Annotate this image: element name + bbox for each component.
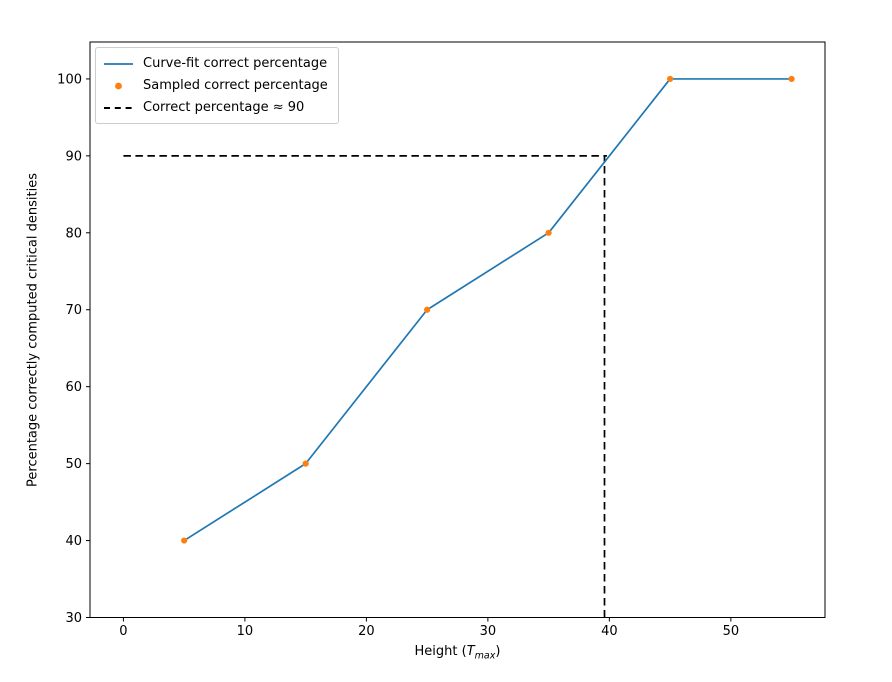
legend-item: Curve-fit correct percentage bbox=[103, 54, 328, 73]
x-tick-label: 10 bbox=[237, 624, 254, 639]
x-tick-label: 50 bbox=[723, 624, 740, 639]
legend: Curve-fit correct percentage Sampled cor… bbox=[95, 47, 339, 124]
y-tick-label: 50 bbox=[65, 457, 82, 472]
x-axis-label-subscript: max bbox=[474, 650, 496, 662]
y-tick-label: 30 bbox=[65, 611, 82, 626]
sampled-point bbox=[667, 75, 674, 83]
plot-border bbox=[89, 41, 826, 618]
x-tick-label: 20 bbox=[358, 624, 375, 639]
sampled-point bbox=[424, 306, 431, 313]
line-sample-icon bbox=[104, 62, 133, 65]
y-tick-label: 70 bbox=[65, 303, 82, 318]
dashed-line-sample-icon bbox=[104, 106, 133, 109]
x-tick-label: 0 bbox=[119, 624, 127, 639]
x-axis-label-text: Height ( bbox=[414, 644, 467, 659]
y-tick-label: 80 bbox=[65, 226, 82, 241]
marker-sample-icon bbox=[115, 82, 122, 89]
legend-marker-dot bbox=[115, 82, 122, 89]
curve-fit-line bbox=[183, 78, 793, 542]
y-tick-label: 100 bbox=[57, 72, 82, 87]
x-tick-label: 40 bbox=[601, 624, 618, 639]
y-axis-label: Percentage correctly computed critical d… bbox=[25, 173, 41, 487]
sampled-point bbox=[545, 229, 552, 236]
x-axis-label: Height (Tmax) bbox=[90, 644, 825, 662]
legend-item-label: Sampled correct percentage bbox=[143, 78, 328, 93]
x-tick-label: 30 bbox=[480, 624, 497, 639]
legend-item: Sampled correct percentage bbox=[103, 76, 328, 95]
x-axis-label-suffix: ) bbox=[495, 644, 501, 659]
x-axis-label-variable: T bbox=[466, 644, 475, 659]
legend-item-label: Correct percentage ≈ 90 bbox=[143, 100, 305, 115]
y-tick-label: 40 bbox=[65, 534, 82, 549]
sampled-point bbox=[181, 537, 188, 544]
y-tick-label: 60 bbox=[65, 380, 82, 395]
legend-item: Correct percentage ≈ 90 bbox=[103, 98, 328, 117]
sampled-point bbox=[302, 460, 309, 467]
y-tick-label: 90 bbox=[65, 149, 82, 164]
legend-item-label: Curve-fit correct percentage bbox=[143, 56, 328, 71]
sampled-point bbox=[788, 75, 795, 83]
